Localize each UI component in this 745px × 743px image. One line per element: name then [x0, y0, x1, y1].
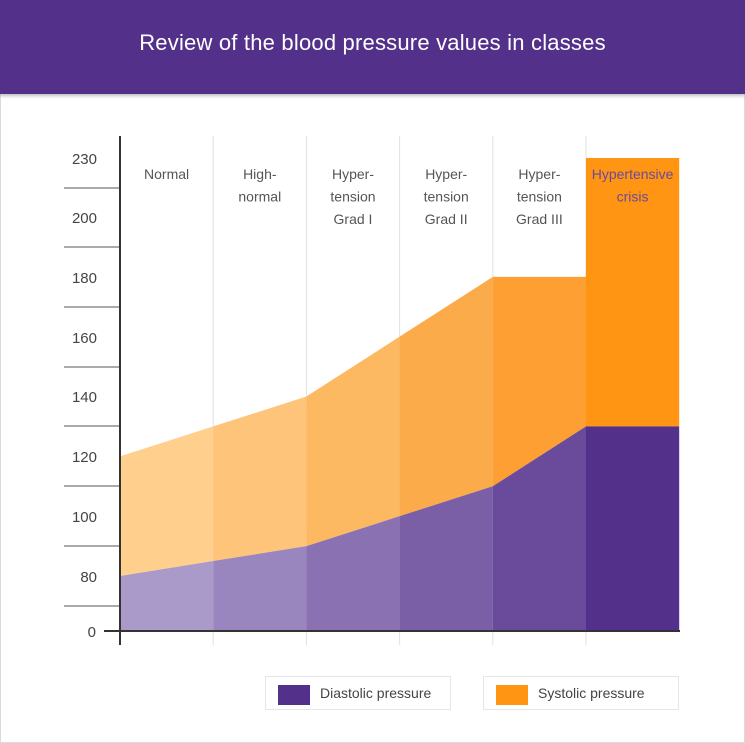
- diastolic-area-segment: [306, 516, 400, 631]
- diastolic-area-segment: [399, 486, 493, 631]
- class-label: crisis: [617, 189, 649, 205]
- y-tick-label: 120: [72, 449, 97, 466]
- class-label: Hyper-: [518, 166, 560, 182]
- systolic-area-segment: [399, 276, 493, 517]
- diastolic-area-segment: [213, 546, 307, 631]
- class-label: Hypertensive: [592, 166, 674, 182]
- diastolic-crisis-bar: [586, 426, 680, 631]
- class-label: tension: [424, 189, 469, 205]
- diastolic-area-segment: [492, 426, 586, 631]
- class-label: Normal: [144, 166, 189, 182]
- legend-swatch-diastolic: [278, 685, 310, 705]
- header-banner: Review of the blood pressure values in c…: [0, 0, 745, 94]
- y-tick-label: 80: [80, 569, 97, 586]
- y-tick-label: 160: [72, 330, 97, 347]
- legend-item-systolic: Systolic pressure: [483, 676, 679, 710]
- class-label: High-: [243, 166, 277, 182]
- y-tick-label: 140: [72, 389, 97, 406]
- systolic-crisis-bar: [586, 158, 680, 427]
- systolic-area-segment: [213, 396, 307, 562]
- class-label: Grad I: [334, 211, 373, 227]
- y-tick-label: 200: [72, 210, 97, 227]
- class-label: tension: [330, 189, 375, 205]
- systolic-area-segment: [306, 336, 400, 547]
- systolic-area-segment: [120, 426, 214, 576]
- y-tick-label: 0: [88, 624, 96, 641]
- class-label: Grad II: [425, 211, 468, 227]
- y-tick-label: 100: [72, 509, 97, 526]
- legend-item-diastolic: Diastolic pressure: [265, 676, 451, 710]
- class-label: Hyper-: [425, 166, 467, 182]
- legend-label-systolic: Systolic pressure: [538, 685, 645, 701]
- y-tick-label: 180: [72, 270, 97, 287]
- legend-swatch-systolic: [496, 685, 528, 705]
- class-label: tension: [517, 189, 562, 205]
- class-label: Grad III: [516, 211, 563, 227]
- y-tick-label: 230: [72, 151, 97, 168]
- legend-label-diastolic: Diastolic pressure: [320, 685, 432, 701]
- class-label: Hyper-: [332, 166, 374, 182]
- diastolic-area-segment: [120, 561, 214, 631]
- class-label: normal: [238, 189, 281, 205]
- page-title: Review of the blood pressure values in c…: [139, 30, 606, 55]
- systolic-area-segment: [492, 276, 586, 487]
